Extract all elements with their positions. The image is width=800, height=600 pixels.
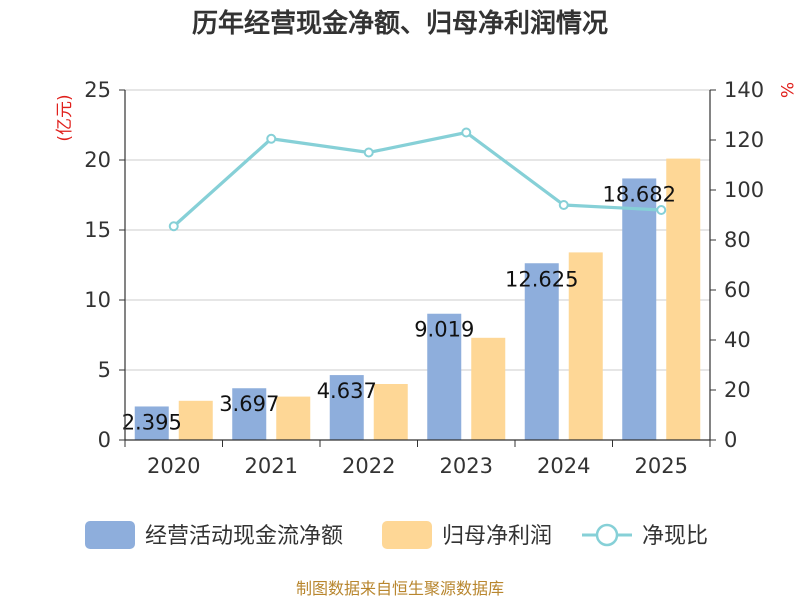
bar-labels: 2.395 3.697 4.637 9.019 12.625 18.682 bbox=[122, 182, 676, 434]
y-left-tick-label: 0 bbox=[98, 428, 111, 452]
y-right-unit: % bbox=[776, 82, 796, 98]
x-tick-label: 2021 bbox=[245, 454, 298, 478]
bars bbox=[134, 158, 701, 440]
x-tick-label: 2022 bbox=[342, 454, 395, 478]
y-left-tick-label: 5 bbox=[98, 358, 111, 382]
bar-data-label: 12.625 bbox=[505, 267, 578, 291]
y-right-tick-label: 40 bbox=[724, 328, 751, 352]
source-note: 制图数据来自恒生聚源数据库 bbox=[296, 579, 504, 598]
legend: 经营活动现金流净额 归母净利润 净现比 bbox=[85, 521, 708, 549]
y-left-tick-label: 25 bbox=[84, 78, 111, 102]
legend-label: 归母净利润 bbox=[442, 524, 552, 549]
legend-label: 净现比 bbox=[642, 524, 708, 549]
bar-cashflow bbox=[427, 313, 462, 440]
ratio-point bbox=[266, 133, 277, 144]
grid bbox=[125, 89, 710, 371]
y-right-tick-label: 20 bbox=[724, 378, 751, 402]
bar-data-label: 2.395 bbox=[122, 410, 182, 434]
y-right-tick-label: 80 bbox=[724, 228, 751, 252]
bar-data-label: 4.637 bbox=[317, 379, 377, 403]
ratio-line-path bbox=[172, 130, 662, 228]
ratio-point bbox=[363, 147, 374, 158]
legend-marker bbox=[595, 523, 619, 547]
y-left-unit: (亿元) bbox=[55, 94, 75, 141]
bar-cashflow bbox=[232, 388, 267, 440]
ratio-point bbox=[168, 221, 179, 232]
y-right-tick-label: 0 bbox=[724, 428, 737, 452]
y-right-tick-label: 120 bbox=[724, 128, 764, 152]
bar-profit bbox=[666, 158, 701, 440]
bar-profit bbox=[568, 252, 603, 440]
bar-profit bbox=[373, 384, 408, 440]
bar-profit bbox=[471, 337, 506, 440]
x-tick-label: 2025 bbox=[635, 454, 688, 478]
bar-data-label: 18.682 bbox=[603, 182, 676, 206]
chart-title: 历年经营现金净额、归母净利润情况 bbox=[192, 8, 608, 39]
ratio-point bbox=[656, 205, 667, 215]
y-left-tick-label: 15 bbox=[84, 218, 111, 242]
legend-swatch bbox=[85, 521, 135, 549]
y-left-tick-label: 10 bbox=[84, 288, 111, 312]
y-right-tick-label: 60 bbox=[724, 278, 751, 302]
ratio-point bbox=[558, 200, 569, 210]
ratio-point bbox=[461, 127, 472, 138]
bar-profit bbox=[178, 400, 213, 440]
ratio-line bbox=[168, 127, 667, 232]
y-right-tick-label: 140 bbox=[724, 78, 764, 102]
legend-label: 经营活动现金流净额 bbox=[145, 524, 343, 549]
x-tick-label: 2023 bbox=[440, 454, 493, 478]
bar-cashflow bbox=[524, 263, 559, 440]
bar-cashflow bbox=[329, 375, 364, 440]
legend-swatch bbox=[382, 521, 432, 549]
y-left-tick-label: 20 bbox=[84, 148, 111, 172]
bar-profit bbox=[276, 396, 311, 440]
bar-cashflow bbox=[622, 178, 657, 440]
y-right-tick-label: 100 bbox=[724, 178, 764, 202]
x-tick-label: 2020 bbox=[147, 454, 200, 478]
bar-data-label: 3.697 bbox=[219, 392, 279, 416]
bar-cashflow bbox=[134, 406, 169, 440]
bar-data-label: 9.019 bbox=[414, 318, 474, 342]
x-tick-label: 2024 bbox=[537, 454, 590, 478]
